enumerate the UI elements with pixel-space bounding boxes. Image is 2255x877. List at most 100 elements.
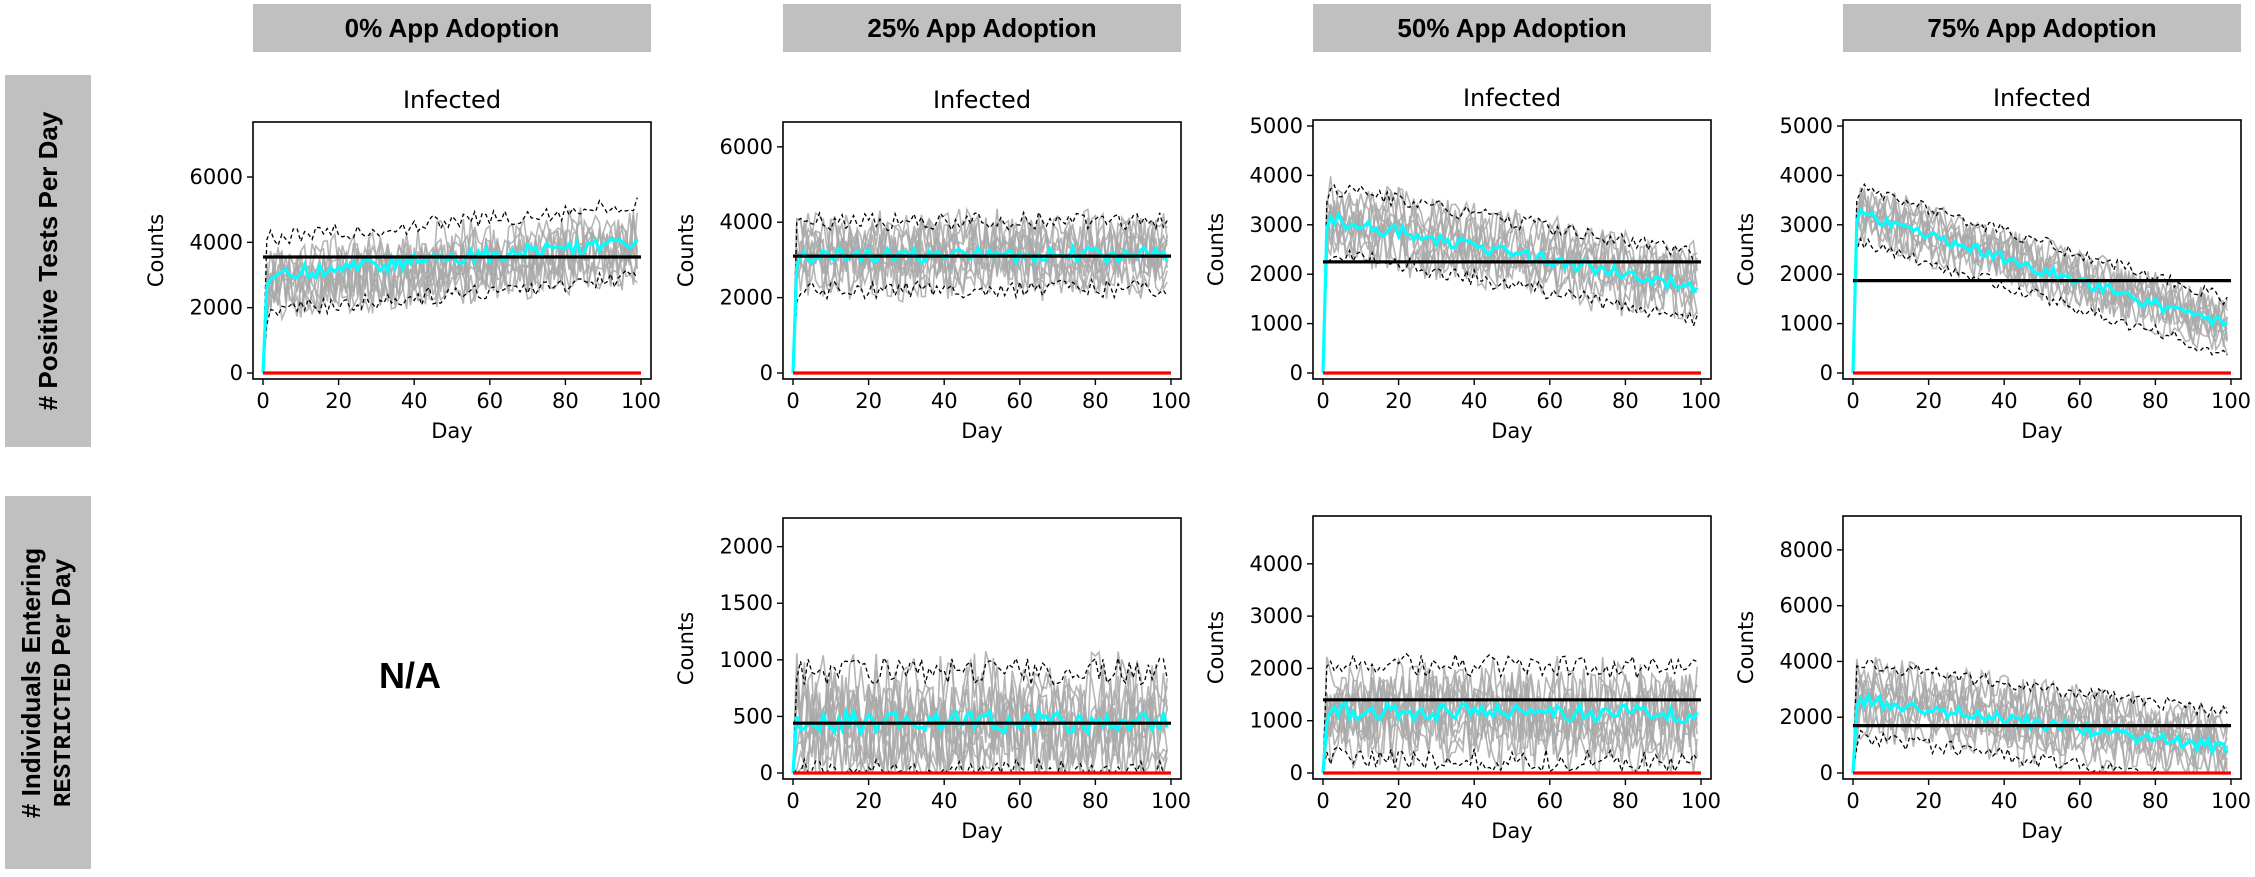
run-line: [1322, 689, 1698, 774]
y-tick-label: 0: [1290, 761, 1303, 785]
run-line: [792, 668, 1168, 774]
y-tick-label: 4000: [720, 210, 773, 234]
plot-frame: [1842, 119, 2242, 380]
mean-line: [1321, 210, 1699, 374]
plot-frame: [1312, 119, 1712, 380]
x-axis-label: Day: [2021, 819, 2062, 843]
y-tick-label: 2000: [1780, 705, 1833, 729]
x-tick-label: 80: [1612, 389, 1639, 413]
band-lower-line: [262, 269, 638, 374]
y-tick-label: 0: [1820, 361, 1833, 385]
band-upper-line: [1322, 183, 1698, 374]
x-axis-label: Day: [2021, 419, 2062, 443]
y-tick-label: 8000: [1780, 538, 1833, 562]
panel-title: Infected: [403, 86, 501, 114]
x-tick-label: 80: [1612, 789, 1639, 813]
run-line: [262, 215, 638, 374]
y-tick-label: 4000: [1780, 649, 1833, 673]
x-tick-label: 20: [855, 389, 882, 413]
band-lower-line: [792, 277, 1168, 374]
y-tick-label: 2000: [1250, 656, 1303, 680]
panel-row1-0: Infected 0 20 40 60 80 100 0 2000 4000 6000 Day Coun…: [144, 86, 661, 443]
plot-frame: [1842, 515, 2242, 780]
individual-runs: [1322, 176, 1698, 374]
y-tick-label: 1000: [720, 648, 773, 672]
x-tick-label: 100: [1151, 389, 1191, 413]
x-tick-label: 60: [2066, 789, 2093, 813]
run-line: [262, 207, 638, 374]
panel-title: Infected: [1463, 84, 1561, 112]
x-tick-label: 80: [1082, 789, 1109, 813]
y-tick-label: 0: [1820, 761, 1833, 785]
x-tick-label: 20: [1915, 389, 1942, 413]
x-tick-label: 20: [325, 389, 352, 413]
y-tick-label: 0: [760, 361, 773, 385]
y-tick-label: 3000: [1250, 213, 1303, 237]
individual-runs: [1852, 656, 2228, 776]
y-axis-label: Counts: [144, 214, 168, 287]
x-tick-label: 80: [2142, 789, 2169, 813]
column-header-label: 50% App Adoption: [1397, 12, 1627, 43]
x-tick-label: 40: [1461, 789, 1488, 813]
y-tick-label: 0: [760, 761, 773, 785]
y-tick-label: 2000: [1780, 262, 1833, 286]
x-axis-label: Day: [961, 419, 1002, 443]
y-tick-label: 5000: [1780, 114, 1833, 138]
plot-frame: [1312, 515, 1712, 780]
x-axis-label: Day: [1491, 419, 1532, 443]
mean-line: [791, 705, 1169, 774]
run-line: [262, 212, 638, 374]
y-axis-label: Counts: [674, 612, 698, 685]
x-tick-label: 100: [2211, 789, 2251, 813]
band-upper-line: [792, 656, 1168, 774]
panel-title: Infected: [1993, 84, 2091, 112]
na-label: N/A: [379, 655, 441, 696]
x-tick-label: 100: [1151, 789, 1191, 813]
y-tick-label: 4000: [190, 230, 243, 254]
y-tick-label: 2000: [720, 286, 773, 310]
y-tick-label: 3000: [1250, 604, 1303, 628]
column-header-0: 0% App Adoption: [253, 4, 651, 52]
x-tick-label: 60: [2066, 389, 2093, 413]
y-tick-label: 2000: [190, 296, 243, 320]
y-axis-label: Counts: [1734, 611, 1758, 684]
x-tick-label: 100: [621, 389, 661, 413]
x-tick-label: 40: [931, 789, 958, 813]
column-header-label: 75% App Adoption: [1927, 12, 2157, 43]
y-tick-label: 2000: [1250, 262, 1303, 286]
plot-frame: [782, 517, 1182, 780]
y-tick-label: 1500: [720, 591, 773, 615]
individual-runs: [792, 650, 1168, 777]
row-header-restricted: # Individuals Entering RESTRICTED Per Da…: [5, 496, 91, 869]
x-tick-label: 100: [1681, 789, 1721, 813]
x-axis-label: Day: [961, 819, 1002, 843]
y-tick-label: 2000: [720, 535, 773, 559]
x-axis-label: Day: [431, 419, 472, 443]
band-upper-line: [1852, 659, 2228, 774]
run-line: [1852, 691, 2228, 776]
x-tick-label: 40: [931, 389, 958, 413]
band-lower-line: [1852, 237, 2228, 374]
x-tick-label: 0: [1316, 789, 1329, 813]
x-tick-label: 60: [476, 389, 503, 413]
y-axis-label: Counts: [674, 214, 698, 287]
plot-frame: [782, 121, 1182, 380]
panel-row1-25: Infected 0 20 40 60 80 100 0 2000 4000 6000 Day Coun…: [674, 86, 1191, 443]
y-axis-label: Counts: [1204, 213, 1228, 286]
y-tick-label: 0: [230, 361, 243, 385]
run-line: [262, 212, 638, 374]
y-tick-label: 0: [1290, 361, 1303, 385]
mean-line: [791, 241, 1169, 374]
run-line: [1852, 211, 2228, 374]
y-tick-label: 6000: [1780, 594, 1833, 618]
mean-line: [1851, 207, 2229, 374]
y-tick-label: 500: [733, 704, 773, 728]
x-tick-label: 80: [552, 389, 579, 413]
x-tick-label: 40: [1991, 789, 2018, 813]
mean-line: [1851, 691, 2229, 774]
x-tick-label: 60: [1536, 789, 1563, 813]
